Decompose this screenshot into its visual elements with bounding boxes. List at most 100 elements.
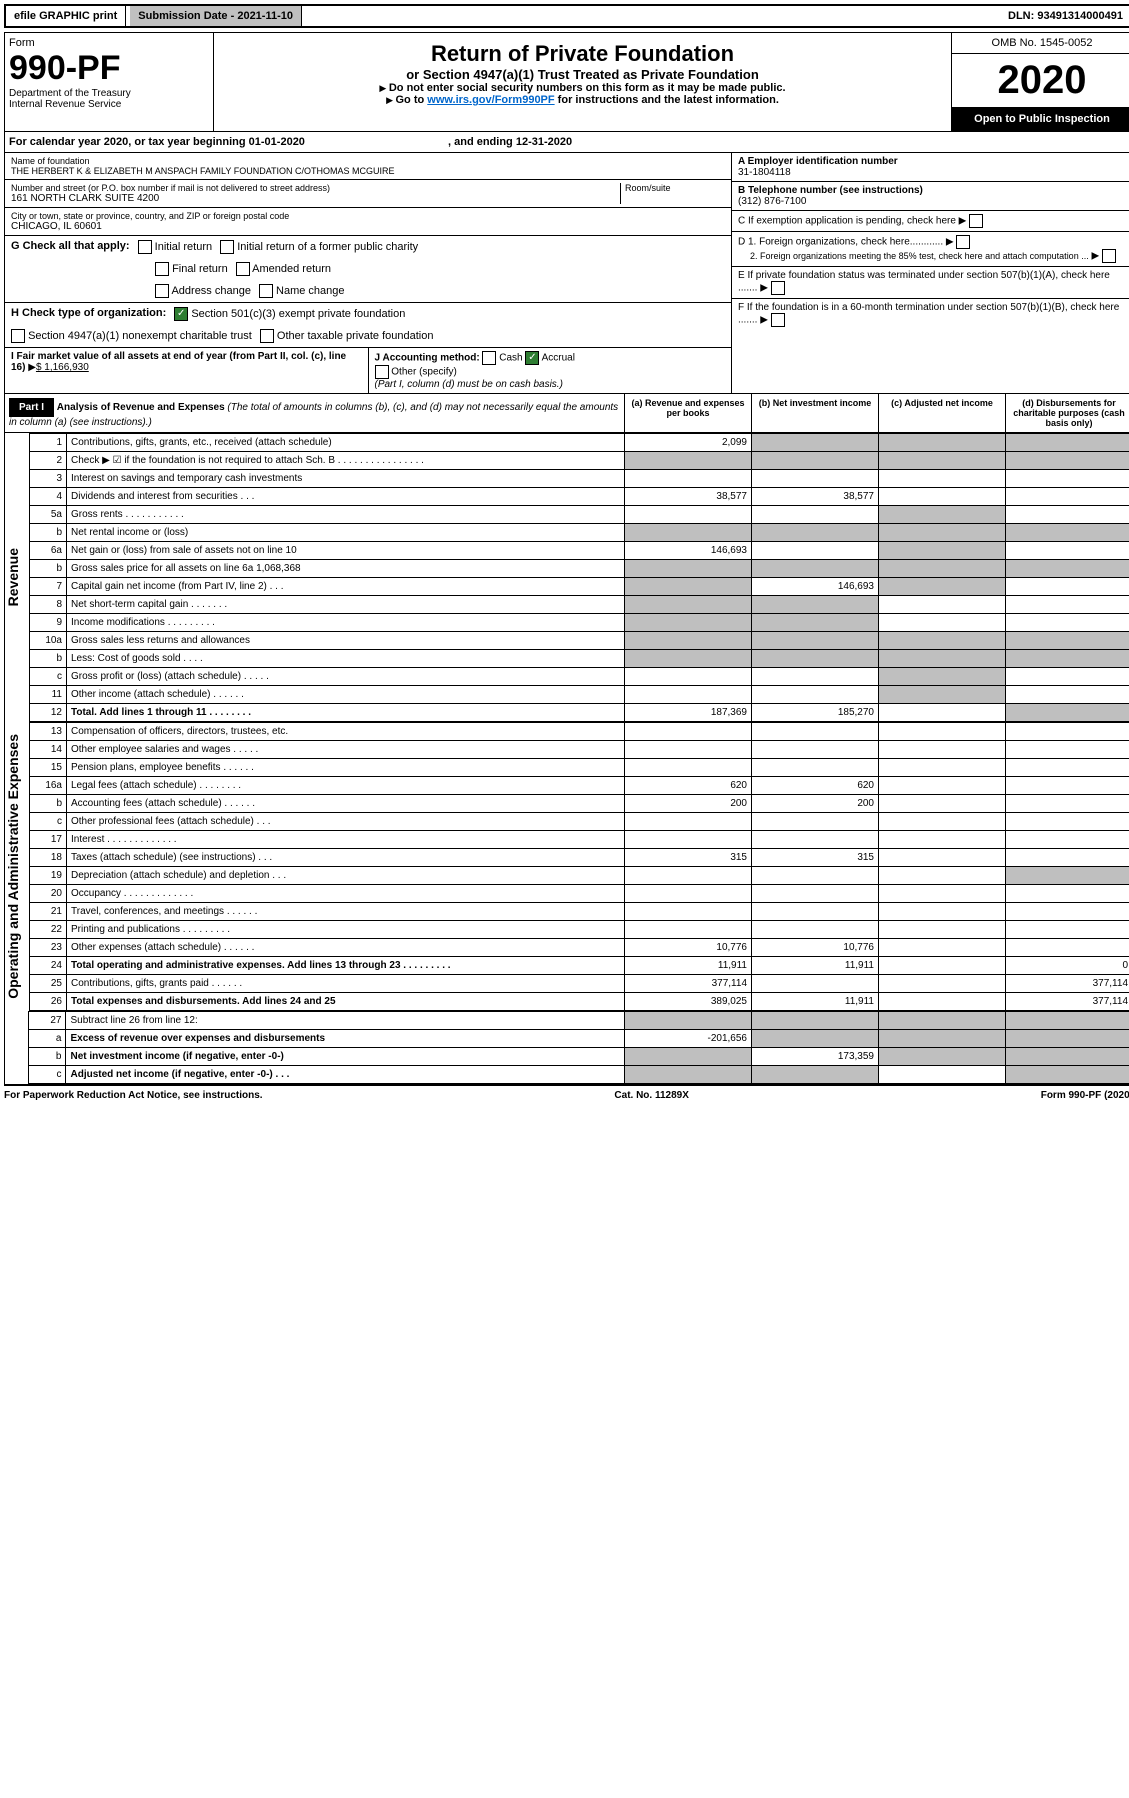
ein: 31-1804118 (738, 167, 791, 178)
amended-cb[interactable] (236, 262, 250, 276)
line-6a: 6aNet gain or (loss) from sale of assets… (30, 542, 1129, 560)
col-a-hdr: (a) Revenue and expenses per books (624, 394, 751, 432)
info-block: Name of foundationTHE HERBERT K & ELIZAB… (4, 153, 1129, 394)
ein-label: A Employer identification number (738, 156, 898, 167)
other-method-cb[interactable] (375, 365, 389, 379)
4947-cb[interactable] (11, 329, 25, 343)
room-label: Room/suite (625, 183, 725, 193)
line-b: bLess: Cost of goods sold . . . . (30, 650, 1129, 668)
omb-number: OMB No. 1545-0052 (952, 33, 1129, 54)
open-inspection: Open to Public Inspection (952, 107, 1129, 131)
line-9: 9Income modifications . . . . . . . . . (30, 614, 1129, 632)
revenue-table: 1Contributions, gifts, grants, etc., rec… (30, 433, 1129, 722)
line-4: 4Dividends and interest from securities … (30, 488, 1129, 506)
line-8: 8Net short-term capital gain . . . . . .… (30, 596, 1129, 614)
dept: Department of the Treasury (9, 88, 209, 99)
e-label: E If private foundation status was termi… (738, 270, 1110, 294)
c-cb[interactable] (969, 214, 983, 228)
cash-cb[interactable] (482, 351, 496, 365)
accrual-cb[interactable] (525, 351, 539, 365)
line-1: 1Contributions, gifts, grants, etc., rec… (30, 434, 1129, 452)
telephone: (312) 876-7100 (738, 196, 806, 207)
calendar-year-row: For calendar year 2020, or tax year begi… (4, 132, 1129, 153)
addr-change-cb[interactable] (155, 284, 169, 298)
revenue-label: Revenue (5, 548, 29, 606)
form-header: Form 990-PF Department of the Treasury I… (4, 32, 1129, 132)
addr-label: Number and street (or P.O. box number if… (11, 183, 620, 193)
line-2: 2Check ▶ ☑ if the foundation is not requ… (30, 452, 1129, 470)
part1-header: Part I Analysis of Revenue and Expenses … (4, 394, 1129, 433)
d1-cb[interactable] (956, 235, 970, 249)
net-section: 27Subtract line 26 from line 12:aExcess … (4, 1011, 1129, 1086)
line-18: 18Taxes (attach schedule) (see instructi… (30, 849, 1129, 867)
line-5a: 5aGross rents . . . . . . . . . . . (30, 506, 1129, 524)
expenses-label: Operating and Administrative Expenses (5, 734, 29, 999)
cat-no: Cat. No. 11289X (614, 1090, 688, 1101)
line-21: 21Travel, conferences, and meetings . . … (30, 903, 1129, 921)
submission-date: Submission Date - 2021-11-10 (130, 6, 302, 26)
section-g: G Check all that apply: Initial return I… (5, 236, 731, 258)
form-number: 990-PF (9, 49, 209, 88)
instruction-1: Do not enter social security numbers on … (222, 82, 943, 94)
line-24: 24Total operating and administrative exp… (30, 957, 1129, 975)
501c3-cb[interactable] (174, 307, 188, 321)
section-h: H Check type of organization: Section 50… (5, 303, 731, 325)
line-3: 3Interest on savings and temporary cash … (30, 470, 1129, 488)
initial-return-cb[interactable] (138, 240, 152, 254)
line-c: cOther professional fees (attach schedul… (30, 813, 1129, 831)
line-b: bNet rental income or (loss) (30, 524, 1129, 542)
tax-year: 2020 (952, 54, 1129, 107)
e-cb[interactable] (771, 281, 785, 295)
d1-label: D 1. Foreign organizations, check here..… (738, 237, 943, 248)
d2-label: 2. Foreign organizations meeting the 85%… (738, 251, 1089, 261)
col-d-hdr: (d) Disbursements for charitable purpose… (1005, 394, 1129, 432)
form-subtitle: or Section 4947(a)(1) Trust Treated as P… (222, 67, 943, 82)
instruction-2: Go to www.irs.gov/Form990PF for instruct… (222, 94, 943, 106)
foundation-name: THE HERBERT K & ELIZABETH M ANSPACH FAMI… (11, 166, 725, 176)
form-link[interactable]: www.irs.gov/Form990PF (427, 94, 554, 106)
line-11: 11Other income (attach schedule) . . . .… (30, 686, 1129, 704)
line-22: 22Printing and publications . . . . . . … (30, 921, 1129, 939)
line-26: 26Total expenses and disbursements. Add … (30, 993, 1129, 1011)
final-return-cb[interactable] (155, 262, 169, 276)
c-label: C If exemption application is pending, c… (738, 216, 956, 227)
line-25: 25Contributions, gifts, grants paid . . … (30, 975, 1129, 993)
line-16a: 16aLegal fees (attach schedule) . . . . … (30, 777, 1129, 795)
form-ref: Form 990-PF (2020) (1041, 1090, 1129, 1101)
irs: Internal Revenue Service (9, 99, 209, 110)
col-c-hdr: (c) Adjusted net income (878, 394, 1005, 432)
net-table: 27Subtract line 26 from line 12:aExcess … (29, 1011, 1129, 1084)
efile-label: efile GRAPHIC print (6, 6, 126, 26)
line-27: 27Subtract line 26 from line 12: (29, 1012, 1129, 1030)
f-cb[interactable] (771, 313, 785, 327)
line-b: bAccounting fees (attach schedule) . . .… (30, 795, 1129, 813)
other-taxable-cb[interactable] (260, 329, 274, 343)
line-23: 23Other expenses (attach schedule) . . .… (30, 939, 1129, 957)
cash-note: (Part I, column (d) must be on cash basi… (375, 379, 563, 390)
line-b: bNet investment income (if negative, ent… (29, 1048, 1129, 1066)
revenue-section: Revenue 1Contributions, gifts, grants, e… (4, 433, 1129, 722)
line-7: 7Capital gain net income (from Part IV, … (30, 578, 1129, 596)
dln: DLN: 93491314000491 (1000, 6, 1129, 26)
line-b: bGross sales price for all assets on lin… (30, 560, 1129, 578)
d2-cb[interactable] (1102, 249, 1116, 263)
name-label: Name of foundation (11, 156, 725, 166)
name-change-cb[interactable] (259, 284, 273, 298)
tel-label: B Telephone number (see instructions) (738, 185, 923, 196)
line-c: cGross profit or (loss) (attach schedule… (30, 668, 1129, 686)
line-12: 12Total. Add lines 1 through 11 . . . . … (30, 704, 1129, 722)
top-bar: efile GRAPHIC print Submission Date - 20… (4, 4, 1129, 28)
footer: For Paperwork Reduction Act Notice, see … (4, 1086, 1129, 1105)
initial-former-cb[interactable] (220, 240, 234, 254)
part1-title: Analysis of Revenue and Expenses (57, 402, 225, 413)
city: CHICAGO, IL 60601 (11, 221, 725, 232)
line-c: cAdjusted net income (if negative, enter… (29, 1066, 1129, 1084)
f-label: F If the foundation is in a 60-month ter… (738, 302, 1119, 326)
line-19: 19Depreciation (attach schedule) and dep… (30, 867, 1129, 885)
form-word: Form (9, 37, 209, 49)
expenses-table: 13Compensation of officers, directors, t… (30, 722, 1129, 1011)
line-20: 20Occupancy . . . . . . . . . . . . . (30, 885, 1129, 903)
fmv-amount: $ 1,166,930 (36, 362, 89, 373)
part1-badge: Part I (9, 398, 54, 417)
paperwork-notice: For Paperwork Reduction Act Notice, see … (4, 1090, 263, 1101)
